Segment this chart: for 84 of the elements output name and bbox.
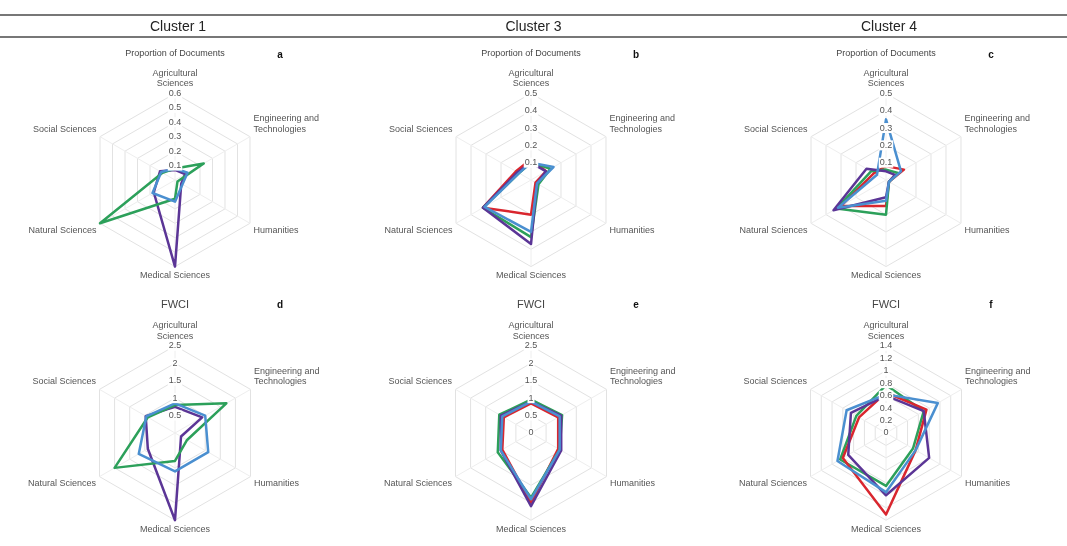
- spoke-label: Social Sciences: [388, 376, 453, 387]
- spoke-label: Agricultural Sciences: [152, 67, 198, 89]
- chart-title: FWCI: [516, 297, 546, 310]
- text: a: [277, 48, 284, 60]
- y-tick-label: 0.2: [879, 415, 893, 426]
- y-tick-label: 1: [172, 392, 178, 403]
- y-tick-label: 2: [528, 357, 534, 368]
- y-tick-label: 1: [528, 392, 534, 403]
- y-tick-label: 1.4: [879, 340, 893, 351]
- y-tick-label: 0.5: [168, 410, 182, 421]
- y-tick-label: 0.6: [168, 87, 182, 98]
- y-tick-label: 1.2: [879, 352, 893, 363]
- spoke-label: Humanities: [609, 478, 656, 489]
- spoke-label: Humanities: [964, 225, 1010, 236]
- spoke-label: Natural Sciences: [383, 478, 453, 489]
- spoke-label: Medical Sciences: [495, 524, 567, 535]
- chart-subtitle: Proportion of Documents: [836, 47, 937, 58]
- chart-title: Cluster 1: [0, 14, 356, 38]
- spoke-label: Social Sciences: [32, 123, 98, 134]
- y-tick-label: 0.3: [524, 122, 538, 133]
- chart-title: FWCI: [160, 297, 190, 310]
- spoke-label: Medical Sciences: [850, 270, 922, 281]
- y-tick-label: 0.2: [524, 139, 538, 150]
- text: c: [988, 48, 995, 60]
- text: f: [989, 298, 994, 310]
- spoke-label: Engineering and Technologies: [964, 112, 1031, 134]
- spoke-label: Natural Sciences: [27, 478, 97, 489]
- spoke-label: Social Sciences: [743, 123, 809, 134]
- chart-title: Cluster 4: [711, 14, 1067, 38]
- y-tick-label: 0.5: [524, 410, 538, 421]
- y-tick-label: 0.4: [879, 105, 893, 116]
- y-tick-label: 0.2: [168, 145, 182, 156]
- y-tick-label: 0.5: [879, 87, 893, 98]
- spoke-label: Agricultural Sciences: [508, 67, 554, 89]
- text: e: [633, 298, 640, 310]
- text: b: [632, 48, 640, 60]
- y-tick-label: 0.8: [879, 377, 893, 388]
- spoke-label: Humanities: [964, 478, 1011, 489]
- y-tick-label: 0.5: [524, 87, 538, 98]
- spoke-label: Agricultural Sciences: [152, 320, 198, 341]
- chart-subtitle: Proportion of Documents: [125, 47, 226, 58]
- spoke-label: Agricultural Sciences: [863, 320, 909, 341]
- y-tick-label: 0.3: [168, 131, 182, 142]
- y-tick-label: 0.3: [879, 122, 893, 133]
- y-tick-label: 2.5: [168, 340, 182, 351]
- spoke-label: Social Sciences: [32, 376, 97, 387]
- spoke-label: Natural Sciences: [738, 478, 808, 489]
- y-tick-label: 0.4: [168, 116, 182, 127]
- spoke-label: Social Sciences: [388, 123, 454, 134]
- spoke-label: Engineering and Technologies: [964, 365, 1031, 387]
- spoke-label: Humanities: [253, 225, 299, 236]
- spoke-label: Medical Sciences: [495, 270, 567, 281]
- spoke-label: Agricultural Sciences: [508, 320, 554, 341]
- y-tick-label: 2: [172, 357, 178, 368]
- spoke-label: Humanities: [253, 478, 300, 489]
- y-tick-label: 0.5: [168, 102, 182, 113]
- y-tick-label: 1.5: [524, 375, 538, 386]
- y-tick-label: 1: [883, 365, 889, 376]
- y-tick-label: 0: [883, 427, 889, 438]
- y-tick-label: 0.1: [879, 157, 893, 168]
- text: d: [276, 298, 284, 310]
- chart-title: FWCI: [871, 297, 901, 310]
- y-tick-label: 1.5: [168, 375, 182, 386]
- y-tick-label: 0.4: [879, 402, 893, 413]
- spoke-label: Natural Sciences: [384, 225, 454, 236]
- spoke-label: Engineering and Technologies: [609, 112, 676, 134]
- y-tick-label: 0: [528, 427, 534, 438]
- y-tick-label: 0.2: [879, 139, 893, 150]
- spoke-label: Natural Sciences: [739, 225, 809, 236]
- spoke-label: Agricultural Sciences: [863, 67, 909, 89]
- y-tick-label: 2.5: [524, 340, 538, 351]
- spoke-label: Medical Sciences: [139, 270, 211, 281]
- y-tick-label: 0.4: [524, 105, 538, 116]
- spoke-label: Natural Sciences: [28, 225, 98, 236]
- spoke-label: Social Sciences: [743, 376, 808, 387]
- spoke-label: Medical Sciences: [850, 524, 922, 535]
- spoke-label: Engineering and Technologies: [253, 365, 320, 387]
- y-tick-label: 0.1: [168, 160, 182, 171]
- spoke-label: Humanities: [609, 225, 655, 236]
- chart-subtitle: Proportion of Documents: [481, 47, 582, 58]
- chart-title: Cluster 3: [356, 14, 711, 38]
- spoke-label: Engineering and Technologies: [609, 365, 676, 387]
- spoke-label: Engineering and Technologies: [253, 112, 320, 134]
- spoke-label: Medical Sciences: [139, 524, 211, 535]
